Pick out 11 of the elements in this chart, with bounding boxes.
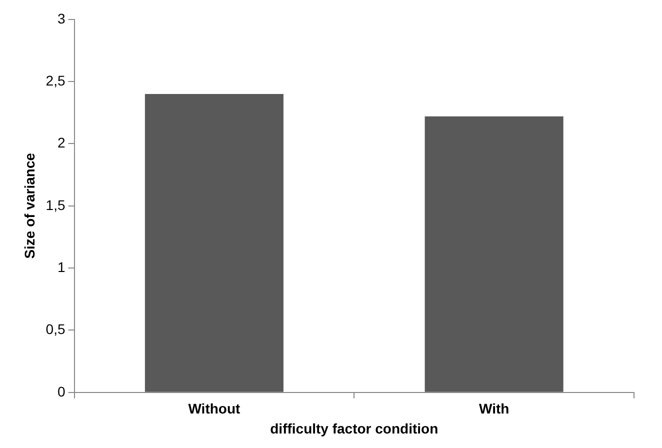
x-tick-label: Without: [188, 400, 241, 417]
y-tick-label: 2: [57, 134, 66, 151]
y-tick-label: 0: [57, 383, 66, 400]
y-tick-label: 3: [57, 10, 66, 26]
y-tick-label: 0,5: [46, 321, 66, 338]
x-axis-title: difficulty factor condition: [270, 420, 438, 436]
y-axis-title: Size of variance: [21, 152, 38, 259]
y-tick-label: 2,5: [46, 72, 66, 88]
y-tick-label: 1: [57, 258, 66, 275]
y-tick-label: 1,5: [46, 196, 66, 213]
x-tick-label: With: [478, 400, 510, 417]
